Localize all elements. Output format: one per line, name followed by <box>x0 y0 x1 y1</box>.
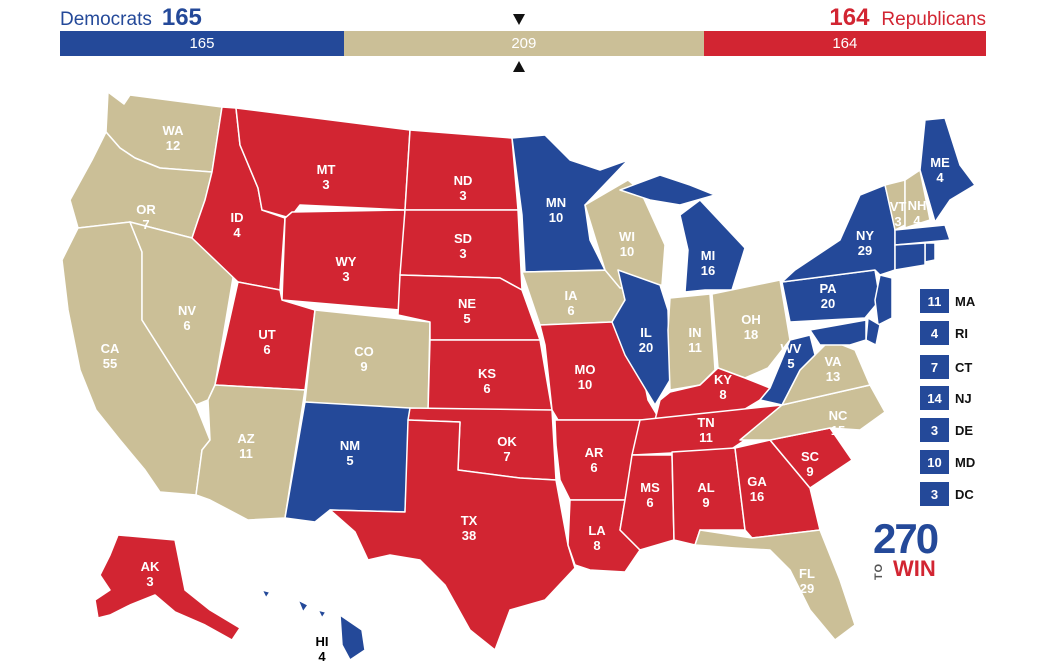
de-abbr: DE <box>955 422 974 438</box>
state-ri[interactable] <box>924 242 936 263</box>
state-abbr: HI <box>316 634 329 649</box>
state-nd[interactable] <box>404 129 519 211</box>
state-nj[interactable] <box>874 274 893 326</box>
md-ev-box[interactable]: 10 <box>920 450 949 474</box>
state-ny[interactable] <box>781 184 896 283</box>
state-az[interactable] <box>195 384 306 521</box>
state-ak[interactable] <box>94 534 241 641</box>
state-oh[interactable] <box>711 279 791 379</box>
state-nm[interactable] <box>284 401 411 523</box>
republicans-total: 164 <box>829 4 870 31</box>
electoral-vote-bar: 165 209 164 <box>60 31 986 56</box>
dc-abbr: DC <box>955 486 974 502</box>
state-al[interactable] <box>671 447 746 546</box>
small-state-nj[interactable]: 14 NJ <box>920 386 972 410</box>
ct-ev-box[interactable]: 7 <box>920 355 949 379</box>
state-ia[interactable] <box>521 269 626 326</box>
270towin-logo[interactable]: 270 TO WIN <box>873 518 953 582</box>
ri-abbr: RI <box>955 325 968 341</box>
state-co[interactable] <box>304 309 431 413</box>
small-state-md[interactable]: 10 MD <box>920 450 975 474</box>
state-nh[interactable] <box>904 169 931 229</box>
state-ma[interactable] <box>894 224 951 246</box>
nj-ev-box[interactable]: 14 <box>920 386 949 410</box>
nj-abbr: NJ <box>955 390 972 406</box>
logo-win: WIN <box>893 556 936 581</box>
md-abbr: MD <box>955 454 976 470</box>
small-state-de[interactable]: 3 DE <box>920 418 973 442</box>
state-md[interactable] <box>809 319 867 346</box>
state-wv[interactable] <box>759 334 816 406</box>
midpoint-down-arrow-icon <box>513 14 525 25</box>
state-fl[interactable] <box>694 529 856 641</box>
state-mt[interactable] <box>235 107 411 219</box>
ri-ev-box[interactable]: 4 <box>920 321 949 345</box>
state-ev: 4 <box>318 649 326 664</box>
state-ct[interactable] <box>894 242 926 271</box>
de-ev-box[interactable]: 3 <box>920 418 949 442</box>
state-hi[interactable] <box>261 589 366 661</box>
ma-abbr: MA <box>955 293 976 309</box>
tossup-bar-segment: 209 <box>343 31 704 56</box>
democrats-total: 165 <box>161 4 202 31</box>
small-state-ri[interactable]: 4 RI <box>920 321 968 345</box>
state-tx[interactable] <box>329 419 576 651</box>
small-state-ma[interactable]: 11 MA <box>920 289 975 313</box>
state-wi[interactable] <box>584 179 666 289</box>
state-label-hi: HI 4 <box>316 634 329 664</box>
state-me[interactable] <box>919 117 976 223</box>
small-state-dc[interactable]: 3 DC <box>920 482 974 506</box>
state-wy[interactable] <box>281 209 406 311</box>
rep-bar-segment: 164 <box>703 31 986 56</box>
logo-to: TO <box>873 562 885 580</box>
small-state-ct[interactable]: 7 CT <box>920 355 972 379</box>
republicans-header: 164 Republicans <box>829 4 986 31</box>
state-ks[interactable] <box>427 339 553 413</box>
ct-abbr: CT <box>955 359 973 375</box>
democrats-label: Democrats <box>60 9 152 30</box>
democrats-header: Democrats 165 <box>60 4 202 31</box>
state-in[interactable] <box>667 293 716 391</box>
logo-number: 270 <box>873 515 939 562</box>
state-il[interactable] <box>611 269 671 406</box>
midpoint-up-arrow-icon <box>513 61 525 72</box>
dem-bar-segment: 165 <box>60 31 344 56</box>
ma-ev-box[interactable]: 11 <box>920 289 949 313</box>
dc-ev-box[interactable]: 3 <box>920 482 949 506</box>
republicans-label: Republicans <box>881 9 986 30</box>
